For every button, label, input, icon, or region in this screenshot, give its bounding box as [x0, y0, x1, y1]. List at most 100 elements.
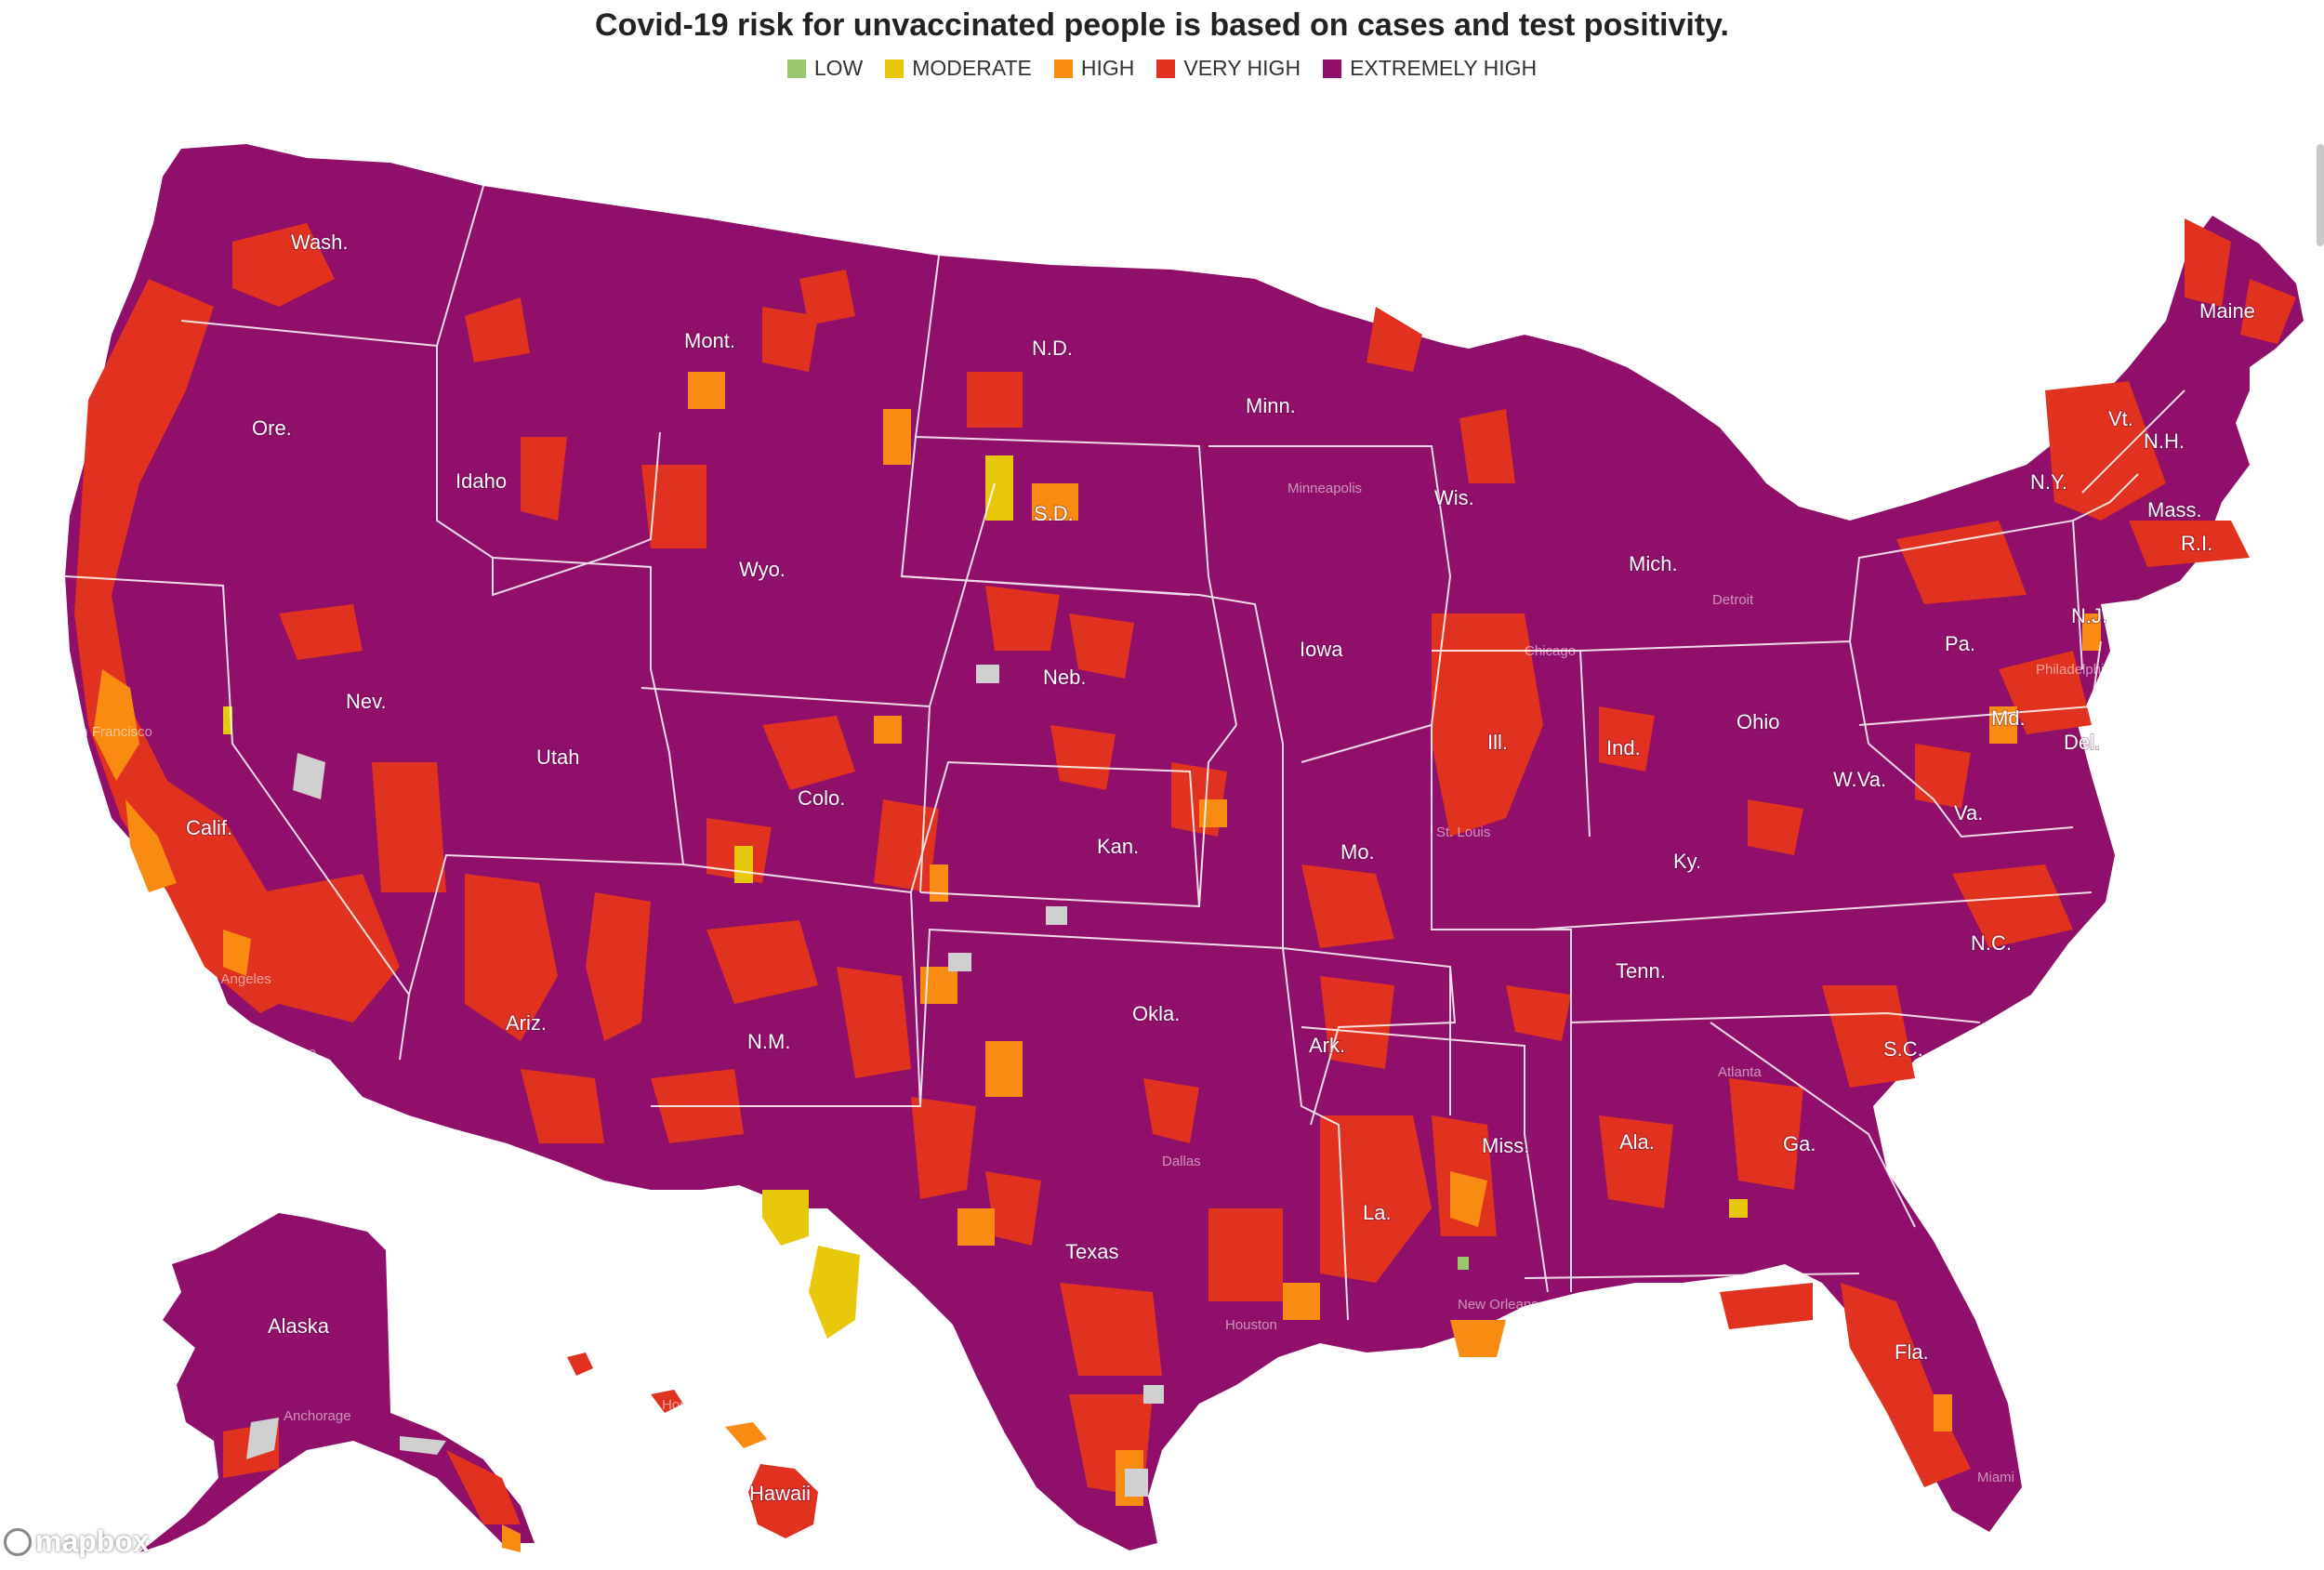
border-line	[1301, 1026, 1549, 1293]
state-label-colorado: Colo.	[798, 786, 845, 810]
state-label-north-carolina: N.C.	[1971, 931, 2012, 955]
state-label-south-carolina: S.C.	[1883, 1037, 1923, 1061]
county-patch-very	[1915, 744, 1971, 809]
state-label-kansas: Kan.	[1097, 835, 1139, 858]
county-patch-very	[911, 1097, 976, 1199]
state-label-indiana: Ind.	[1606, 736, 1641, 759]
state-label-nevada: Nev.	[346, 690, 387, 713]
city-label-minneapolis: Minneapolis	[1287, 481, 1362, 496]
state-label-washington: Wash.	[291, 231, 349, 254]
county-patch-high	[883, 409, 911, 465]
county-patch-very	[874, 799, 939, 892]
county-patch-moderate	[1729, 1199, 1748, 1218]
state-label-iowa: Iowa	[1300, 638, 1343, 661]
state-label-new-york: N.Y.	[2030, 470, 2067, 494]
county-patch-high	[223, 930, 251, 976]
state-label-south-dakota: S.D.	[1034, 502, 1074, 525]
risk-legend: LOW MODERATE HIGH VERY HIGH EXTREMELY HI…	[0, 56, 2324, 81]
city-labels: San Francisco Los Angeles San Diego Minn…	[63, 481, 2112, 1485]
border-line	[910, 760, 1200, 907]
state-label-illinois: Ill.	[1487, 731, 1508, 754]
county-patch-very	[641, 465, 706, 548]
county-patch-very	[260, 874, 400, 1022]
mapbox-attribution[interactable]: mapbox	[4, 1524, 150, 1559]
state-label-california: Calif.	[186, 816, 232, 839]
border-line	[1533, 891, 2093, 930]
state-label-ohio: Ohio	[1736, 710, 1779, 733]
county-patch-very	[1050, 725, 1116, 790]
hawaii-maui-shape	[725, 1422, 767, 1448]
city-label-san-diego: San Diego	[251, 1045, 316, 1061]
county-patch-very	[1060, 1283, 1162, 1376]
border-line	[1858, 640, 2102, 726]
state-label-delaware: Del.	[2064, 731, 2100, 754]
legend-item-low: LOW	[786, 56, 863, 81]
county-patch-very	[1841, 1283, 1971, 1487]
border-line	[914, 255, 1237, 726]
county-patch-very	[1748, 799, 1803, 855]
county-patch-none	[948, 953, 971, 971]
border-line	[180, 320, 661, 597]
county-patch-high	[930, 864, 948, 902]
county-patch-high	[688, 372, 725, 409]
county-patch-high	[920, 967, 957, 1004]
map-title: Covid-19 risk for unvaccinated people is…	[595, 7, 1729, 43]
county-patch-very	[1143, 1078, 1199, 1143]
county-patch-none	[1125, 1469, 1148, 1497]
legend-item-very-high: VERY HIGH	[1156, 56, 1301, 81]
county-patch-none	[1046, 906, 1067, 925]
county-patch-high	[93, 669, 139, 781]
city-label-honolulu: Honolulu	[662, 1397, 717, 1413]
county-patch-very	[1599, 1115, 1673, 1208]
county-patch-high	[1283, 1283, 1320, 1320]
county-patch-very	[372, 762, 446, 892]
city-label-houston: Houston	[1225, 1317, 1277, 1333]
county-patch-none	[976, 665, 999, 683]
state-label-missouri: Mo.	[1340, 840, 1375, 864]
county-patch-none	[246, 1418, 279, 1459]
county-patch-very	[465, 297, 530, 363]
legend-label-extremely-high: EXTREMELY HIGH	[1350, 56, 1538, 80]
county-patch-very	[1301, 864, 1394, 948]
city-label-anchorage: Anchorage	[284, 1408, 351, 1424]
city-label-atlanta: Atlanta	[1718, 1064, 1762, 1080]
county-patch-none	[1143, 1385, 1164, 1404]
page-scrollbar[interactable]	[2317, 144, 2324, 246]
border-line	[1849, 519, 2083, 670]
county-patch-very	[2045, 381, 2166, 521]
legend-item-moderate: MODERATE	[885, 56, 1032, 81]
state-label-utah: Utah	[536, 745, 579, 769]
legend-label-high: HIGH	[1080, 56, 1135, 80]
legend-item-high: HIGH	[1053, 56, 1135, 81]
legend-swatch-extremely-high	[1323, 59, 1342, 78]
state-label-nebraska: Neb.	[1043, 666, 1086, 689]
county-patch-high	[502, 1524, 521, 1552]
state-label-oregon: Ore.	[252, 416, 292, 440]
border-line	[408, 557, 685, 996]
state-label-rhode-island: R.I.	[2181, 532, 2212, 555]
border-line	[651, 864, 922, 1107]
county-patch-very	[762, 307, 818, 372]
hawaii-oahu-shape	[651, 1390, 683, 1413]
border-line	[1570, 1011, 1981, 1023]
state-label-arizona: Ariz.	[506, 1011, 547, 1035]
county-patch-moderate	[762, 1190, 809, 1246]
border-line	[436, 185, 484, 347]
state-label-wyoming: Wyo.	[739, 558, 786, 581]
border-line	[919, 724, 1237, 908]
county-patch-moderate	[809, 1246, 860, 1339]
county-patch-very	[279, 604, 363, 660]
state-label-minnesota: Minn.	[1246, 394, 1296, 417]
state-label-west-virginia: W.Va.	[1833, 768, 1886, 791]
state-label-pennsylvania: Pa.	[1945, 632, 1975, 655]
city-label-miami: Miami	[1977, 1470, 2014, 1485]
state-label-vermont: Vt.	[2108, 407, 2133, 430]
county-patch-high	[1989, 706, 2017, 744]
state-label-kentucky: Ky.	[1673, 850, 1701, 873]
state-label-north-dakota: N.D.	[1032, 336, 1073, 360]
city-label-philadelphia: Philadelphia	[2036, 662, 2112, 678]
county-patch-high	[985, 1041, 1023, 1097]
city-label-st-louis: St. Louis	[1436, 825, 1490, 840]
state-label-idaho: Idaho	[456, 469, 507, 493]
